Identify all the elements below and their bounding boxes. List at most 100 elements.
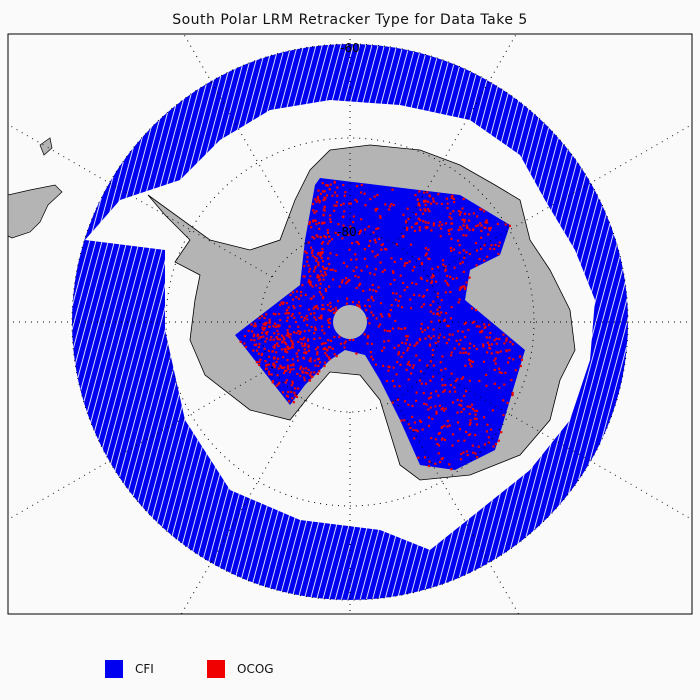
- ocog-point: [314, 328, 318, 331]
- ocog-point: [500, 431, 503, 434]
- ocog-point: [328, 240, 331, 243]
- ocog-point: [435, 390, 438, 393]
- ocog-point: [429, 392, 433, 395]
- ocog-point: [311, 375, 314, 378]
- ocog-point: [459, 458, 463, 461]
- ocog-point: [315, 210, 318, 213]
- ocog-point: [308, 379, 311, 382]
- ocog-point: [291, 312, 294, 316]
- ocog-point: [394, 298, 397, 301]
- ocog-point: [288, 400, 291, 403]
- ocog-point: [387, 339, 390, 342]
- ocog-point: [505, 337, 508, 340]
- ocog-point: [437, 394, 440, 397]
- ocog-point: [457, 228, 460, 232]
- ocog-point: [250, 330, 254, 333]
- ocog-point: [465, 234, 468, 237]
- map-title: South Polar LRM Retracker Type for Data …: [172, 12, 528, 28]
- ocog-point: [430, 276, 433, 279]
- ocog-point: [441, 355, 444, 358]
- ocog-point: [460, 399, 463, 402]
- ocog-point: [381, 270, 384, 273]
- ocog-point: [404, 262, 407, 265]
- ocog-point: [468, 213, 471, 216]
- ocog-point: [444, 367, 447, 370]
- ocog-point: [358, 230, 362, 234]
- ocog-point: [472, 212, 476, 215]
- ocog-point: [340, 281, 344, 284]
- ocog-point: [502, 399, 505, 402]
- ocog-point: [454, 390, 457, 393]
- ocog-point: [470, 403, 474, 406]
- ocog-point: [387, 313, 390, 316]
- ocog-point: [287, 347, 290, 350]
- ocog-point: [493, 359, 496, 362]
- ocog-point: [468, 228, 471, 231]
- ocog-point: [295, 395, 299, 399]
- ocog-point: [395, 243, 398, 246]
- ocog-point: [434, 341, 437, 345]
- ocog-point: [437, 452, 440, 455]
- ocog-point: [303, 265, 306, 268]
- ocog-point: [438, 314, 441, 317]
- ocog-point: [421, 212, 425, 215]
- ocog-point: [464, 430, 468, 434]
- ocog-point: [359, 191, 363, 194]
- ocog-point: [357, 301, 360, 304]
- ocog-point: [342, 202, 345, 205]
- ocog-point: [323, 364, 326, 368]
- ocog-point: [462, 270, 465, 274]
- ocog-point: [443, 389, 446, 392]
- ocog-point: [467, 433, 470, 437]
- ocog-point: [511, 391, 514, 395]
- ocog-point: [453, 347, 456, 350]
- ocog-point: [478, 207, 482, 211]
- ocog-point: [258, 363, 261, 367]
- ocog-point: [264, 321, 267, 325]
- ocog-point: [313, 312, 316, 315]
- ocog-point: [369, 198, 372, 201]
- ocog-point: [440, 457, 443, 461]
- ocog-point: [383, 346, 386, 349]
- ocog-point: [308, 267, 312, 271]
- ocog-point: [438, 224, 441, 227]
- ocog-point: [415, 399, 418, 403]
- ocog-point: [365, 309, 368, 312]
- ocog-point: [504, 223, 507, 226]
- ocog-point: [260, 336, 263, 339]
- ocog-point: [447, 229, 450, 232]
- ocog-point: [282, 371, 286, 375]
- ocog-point: [355, 352, 358, 355]
- ocog-point: [268, 373, 271, 376]
- ocog-point: [451, 194, 454, 198]
- ocog-point: [318, 290, 321, 294]
- ocog-point: [286, 331, 289, 334]
- ocog-point: [430, 229, 433, 232]
- ocog-point: [458, 213, 461, 216]
- ocog-point: [243, 342, 246, 345]
- ocog-point: [360, 269, 363, 272]
- ocog-point: [336, 300, 340, 303]
- ocog-point: [463, 439, 466, 442]
- ocog-point: [302, 275, 305, 278]
- ocog-point: [258, 360, 261, 364]
- ocog-point: [321, 260, 325, 263]
- ocog-point: [411, 415, 414, 419]
- ocog-point: [417, 257, 421, 261]
- ocog-point: [464, 351, 468, 354]
- ocog-point: [309, 283, 312, 286]
- ocog-point: [286, 351, 289, 354]
- ocog-point: [450, 196, 454, 200]
- ocog-point: [352, 338, 355, 342]
- ocog-point: [274, 343, 277, 347]
- ocog-point: [471, 360, 475, 363]
- ocog-point: [268, 325, 271, 328]
- ocog-point: [498, 241, 501, 244]
- ocog-point: [443, 438, 447, 441]
- ocog-point: [368, 322, 371, 325]
- ocog-point: [318, 279, 321, 282]
- ocog-point: [450, 372, 453, 375]
- ocog-point: [321, 329, 324, 332]
- ocog-point: [428, 194, 431, 197]
- ocog-point: [299, 365, 302, 368]
